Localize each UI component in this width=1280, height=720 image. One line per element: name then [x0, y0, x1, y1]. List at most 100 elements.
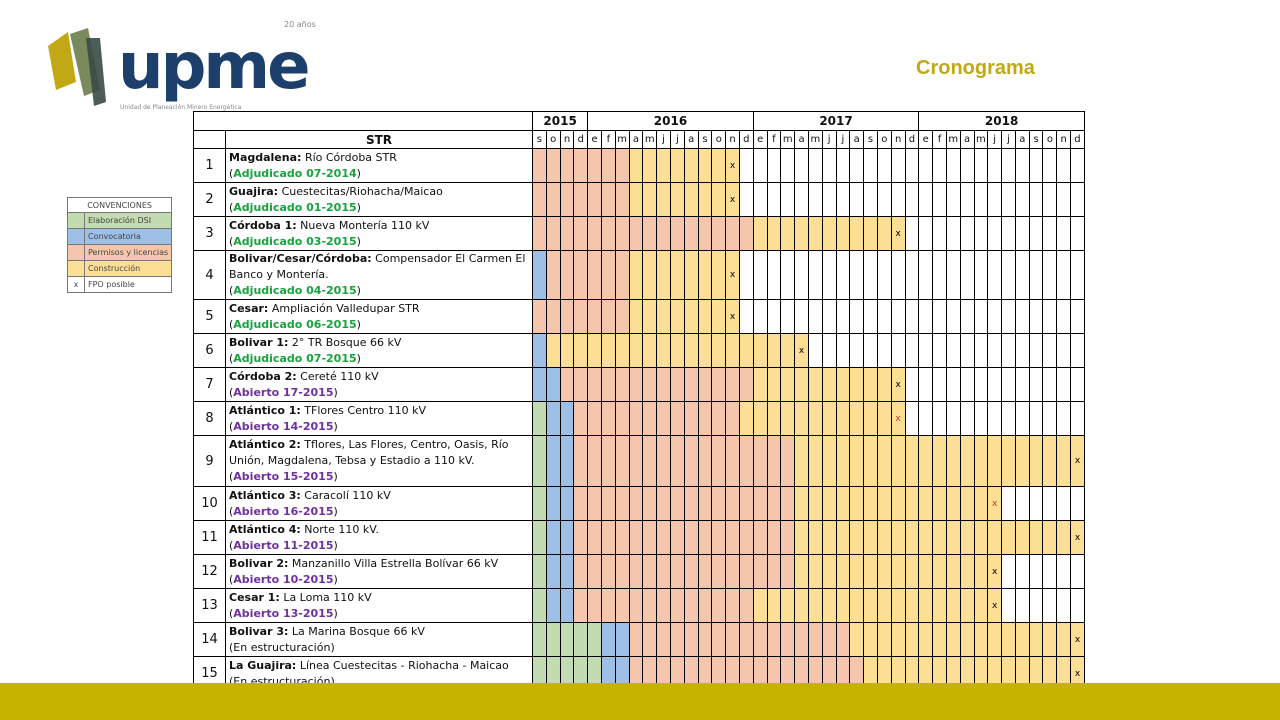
- schedule-cell: [1056, 182, 1072, 217]
- schedule-cell: [711, 401, 727, 436]
- schedule-cell: [959, 435, 975, 487]
- project-description: Guajira: Cuestecitas/Riohacha/Maicao (Adj…: [225, 182, 533, 217]
- schedule-cell: [532, 216, 547, 251]
- schedule-cell: [766, 182, 782, 217]
- month-header: a: [794, 130, 809, 149]
- schedule-cell: [821, 622, 837, 657]
- schedule-cell: [876, 520, 892, 555]
- month-header: s: [532, 130, 547, 149]
- table-row: 13 Cesar 1: La Loma 110 kV (Abierto 13-201…: [193, 588, 1085, 623]
- schedule-cell: x: [794, 333, 809, 368]
- schedule-cell: [752, 299, 768, 334]
- schedule-cell: [642, 588, 658, 623]
- schedule-cell: [1014, 182, 1030, 217]
- schedule-cell: [780, 656, 796, 691]
- fpo-marker: x: [992, 498, 998, 509]
- schedule-cell: [725, 622, 740, 657]
- schedule-cell: [876, 367, 892, 402]
- schedule-cell: [697, 216, 713, 251]
- schedule-cell: [1070, 401, 1085, 436]
- schedule-cell: [807, 554, 823, 589]
- schedule-cell: [766, 435, 782, 487]
- schedule-cell: [987, 367, 1003, 402]
- schedule-cell: [794, 401, 809, 436]
- schedule-cell: [738, 622, 754, 657]
- schedule-cell: [683, 588, 699, 623]
- year-header: 2018: [918, 111, 1085, 131]
- schedule-cell: [835, 588, 851, 623]
- schedule-cell: [959, 367, 975, 402]
- schedule-cell: [904, 554, 920, 589]
- schedule-cell: [738, 520, 754, 555]
- schedule-cell: [945, 486, 961, 521]
- schedule-cell: [587, 333, 602, 368]
- schedule-cell: [600, 520, 616, 555]
- schedule-cell: [1028, 486, 1044, 521]
- project-name: Atlántico 1:: [229, 403, 301, 417]
- month-header: s: [1028, 130, 1044, 149]
- upme-logo: upme 20 años Unidad de Planeación Minero…: [48, 20, 316, 111]
- schedule-cell: [683, 622, 699, 657]
- project-description: Bolivar 3: La Marina Bosque 66 kV (En est…: [225, 622, 533, 657]
- project-scope: Caracolí 110 kV: [304, 488, 391, 502]
- schedule-cell: [628, 401, 644, 436]
- schedule-cell: [904, 435, 920, 487]
- project-status: En estructuración: [233, 640, 331, 654]
- schedule-cell: [752, 656, 768, 691]
- year-header-row: 2015 2016 2017 2018: [193, 111, 1085, 131]
- schedule-cell: [711, 250, 727, 300]
- schedule-cell: [600, 333, 616, 368]
- schedule-cell: [628, 216, 644, 251]
- month-header: n: [559, 130, 575, 149]
- schedule-cell: [559, 216, 575, 251]
- schedule-cell: [656, 333, 671, 368]
- schedule-cell: [890, 435, 906, 487]
- schedule-cell: [1001, 182, 1016, 217]
- schedule-cell: [973, 486, 989, 521]
- schedule-cell: [1014, 333, 1030, 368]
- schedule-cell: [1042, 148, 1058, 183]
- schedule-cell: [876, 333, 892, 368]
- schedule-cell: [600, 367, 616, 402]
- schedule-cell: [711, 622, 727, 657]
- schedule-table: 2015 2016 2017 2018 STR s o n d e f m a m j j a s o n d e f m a m…: [193, 111, 1085, 691]
- schedule-cell: [628, 435, 644, 487]
- schedule-cell: [573, 148, 589, 183]
- project-scope: Cereté 110 kV: [300, 369, 379, 383]
- schedule-cell: [945, 435, 961, 487]
- schedule-cell: [959, 401, 975, 436]
- schedule-cell: [821, 333, 837, 368]
- table-row: 5 Cesar: Ampliación Valledupar STR (Adjudi…: [193, 299, 1085, 334]
- schedule-cell: [780, 367, 796, 402]
- project-status: Adjudicado 01-2015: [233, 200, 357, 214]
- row-number: 14: [193, 622, 226, 657]
- schedule-cell: [807, 367, 823, 402]
- schedule-cell: [628, 182, 644, 217]
- schedule-cell: [669, 520, 685, 555]
- fpo-marker: x: [729, 194, 736, 205]
- legend-item: Construcción: [67, 260, 173, 277]
- schedule-cell: [573, 401, 589, 436]
- schedule-cell: [863, 486, 878, 521]
- schedule-cell: [876, 182, 892, 217]
- row-number: 13: [193, 588, 226, 623]
- schedule-cell: [863, 622, 878, 657]
- schedule-cell: [1001, 520, 1016, 555]
- schedule-cell: [766, 622, 782, 657]
- schedule-cell: [876, 622, 892, 657]
- schedule-cell: [697, 588, 713, 623]
- legend: CONVENCIONES Elaboración DSI Convocatoria…: [66, 197, 173, 293]
- schedule-cell: [945, 182, 961, 217]
- project-name: Bolivar/Cesar/Córdoba:: [229, 252, 372, 265]
- schedule-cell: [532, 333, 547, 368]
- schedule-cell: [876, 299, 892, 334]
- schedule-cell: [973, 299, 989, 334]
- table-row: 10 Atlántico 3: Caracolí 110 kV (Abierto 1…: [193, 486, 1085, 521]
- schedule-cell: [614, 216, 630, 251]
- schedule-cell: [600, 435, 616, 487]
- schedule-cell: [697, 250, 713, 300]
- schedule-cell: [973, 148, 989, 183]
- schedule-cell: [794, 622, 809, 657]
- project-scope: Cuestecitas/Riohacha/Maicao: [281, 184, 443, 198]
- schedule-cell: [932, 486, 947, 521]
